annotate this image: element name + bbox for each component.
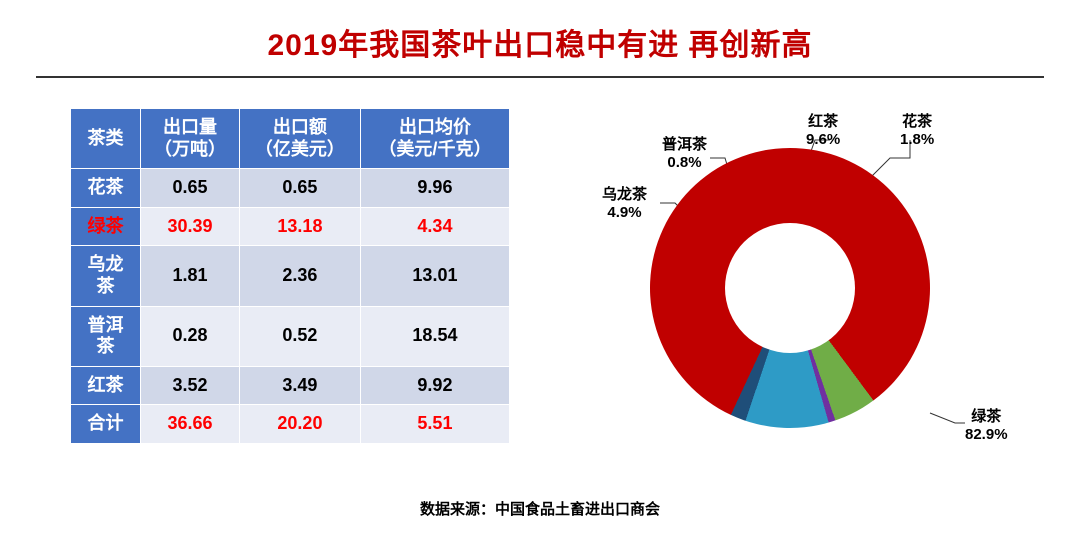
donut-chart: 绿茶 82.9% 乌龙茶 4.9% 普洱茶 0.8% 红茶 9.6% 花茶 1.… <box>510 108 1044 468</box>
row-name: 普洱茶 <box>71 306 141 366</box>
data-source: 数据来源：中国食品土畜进出口商会 <box>0 498 1080 519</box>
row-name: 乌龙茶 <box>71 246 141 306</box>
row-name: 花茶 <box>71 169 141 208</box>
slice-label-oolong: 乌龙茶 4.9% <box>602 186 647 222</box>
row-volume: 1.81 <box>141 246 240 306</box>
row-volume: 3.52 <box>141 366 240 405</box>
row-value: 3.49 <box>239 366 360 405</box>
row-price: 9.96 <box>360 169 509 208</box>
row-volume: 0.28 <box>141 306 240 366</box>
row-value: 0.52 <box>239 306 360 366</box>
content-row: 茶类 出口量（万吨） 出口额（亿美元） 出口均价（美元/千克） 花茶0.650.… <box>0 78 1080 468</box>
table-row: 红茶3.523.499.92 <box>71 366 510 405</box>
row-price: 5.51 <box>360 405 509 444</box>
row-name: 红茶 <box>71 366 141 405</box>
row-volume: 36.66 <box>141 405 240 444</box>
table-row: 普洱茶0.280.5218.54 <box>71 306 510 366</box>
slice-label-green: 绿茶 82.9% <box>965 408 1008 444</box>
row-value: 0.65 <box>239 169 360 208</box>
row-value: 2.36 <box>239 246 360 306</box>
slice-label-puer: 普洱茶 0.8% <box>662 136 707 172</box>
row-price: 9.92 <box>360 366 509 405</box>
row-value: 20.20 <box>239 405 360 444</box>
table-row: 绿茶30.3913.184.34 <box>71 207 510 246</box>
export-table: 茶类 出口量（万吨） 出口额（亿美元） 出口均价（美元/千克） 花茶0.650.… <box>70 108 510 468</box>
page-title: 2019年我国茶叶出口稳中有进 再创新高 <box>0 0 1080 64</box>
th-category: 茶类 <box>71 109 141 169</box>
slice-label-black: 红茶 9.6% <box>806 113 840 149</box>
table-row: 花茶0.650.659.96 <box>71 169 510 208</box>
donut-hole <box>725 223 855 353</box>
row-name: 合计 <box>71 405 141 444</box>
th-price: 出口均价（美元/千克） <box>360 109 509 169</box>
th-volume: 出口量（万吨） <box>141 109 240 169</box>
row-price: 18.54 <box>360 306 509 366</box>
row-price: 13.01 <box>360 246 509 306</box>
row-volume: 0.65 <box>141 169 240 208</box>
row-name: 绿茶 <box>71 207 141 246</box>
row-volume: 30.39 <box>141 207 240 246</box>
slice-label-flower: 花茶 1.8% <box>900 113 934 149</box>
row-value: 13.18 <box>239 207 360 246</box>
table-row: 乌龙茶1.812.3613.01 <box>71 246 510 306</box>
th-value: 出口额（亿美元） <box>239 109 360 169</box>
row-price: 4.34 <box>360 207 509 246</box>
table-row: 合计36.6620.205.51 <box>71 405 510 444</box>
